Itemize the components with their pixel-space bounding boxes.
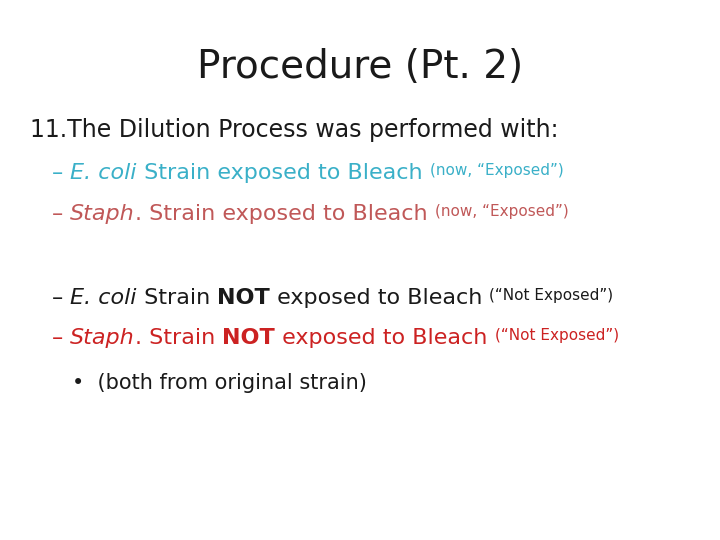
Text: •  (both from original strain): • (both from original strain) xyxy=(72,373,367,393)
Text: –: – xyxy=(52,204,71,224)
Text: Strain: Strain xyxy=(137,288,217,308)
Text: E. coli: E. coli xyxy=(71,163,137,183)
Text: . Strain: . Strain xyxy=(135,328,222,348)
Text: Procedure (Pt. 2): Procedure (Pt. 2) xyxy=(197,48,523,86)
Text: (“Not Exposed”): (“Not Exposed”) xyxy=(490,288,613,303)
Text: E. coli: E. coli xyxy=(71,288,137,308)
Text: Staph: Staph xyxy=(71,328,135,348)
Text: . Strain exposed to Bleach: . Strain exposed to Bleach xyxy=(135,204,435,224)
Text: (“Not Exposed”): (“Not Exposed”) xyxy=(495,328,619,343)
Text: NOT: NOT xyxy=(217,288,270,308)
Text: exposed to Bleach: exposed to Bleach xyxy=(270,288,490,308)
Text: –: – xyxy=(52,288,71,308)
Text: (now, “Exposed”): (now, “Exposed”) xyxy=(430,163,563,178)
Text: Staph: Staph xyxy=(71,204,135,224)
Text: (now, “Exposed”): (now, “Exposed”) xyxy=(435,204,569,219)
Text: –: – xyxy=(52,328,71,348)
Text: 11.The Dilution Process was performed with:: 11.The Dilution Process was performed wi… xyxy=(30,118,559,142)
Text: NOT: NOT xyxy=(222,328,275,348)
Text: –: – xyxy=(52,163,71,183)
Text: Strain exposed to Bleach: Strain exposed to Bleach xyxy=(137,163,430,183)
Text: exposed to Bleach: exposed to Bleach xyxy=(275,328,495,348)
